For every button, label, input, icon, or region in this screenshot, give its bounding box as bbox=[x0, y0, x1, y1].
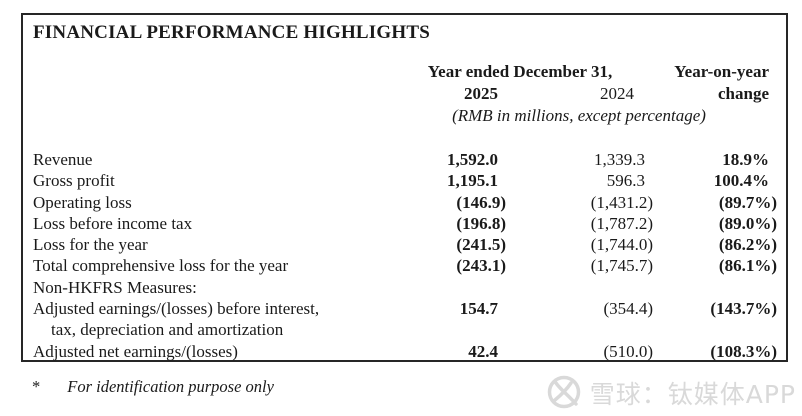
value-2024 bbox=[506, 319, 653, 340]
value-2024: (1,744.0) bbox=[590, 235, 654, 255]
value-change: (86.1%) bbox=[718, 256, 777, 276]
financial-table: Year ended December 31, Year-on-year 202… bbox=[33, 61, 777, 362]
watermark: 雪球：钛媒体APP bbox=[546, 374, 796, 411]
row-label: Total comprehensive loss for the year bbox=[33, 256, 289, 276]
table-row-loss-before-tax: Loss before income tax (196.8) (1,787.2)… bbox=[33, 213, 777, 234]
value-change: (89.0%) bbox=[718, 213, 777, 233]
row-label: Operating loss bbox=[33, 192, 132, 212]
table-row-revenue: Revenue 1,592.0 1,339.3 18.9% bbox=[33, 149, 777, 170]
value-change: (86.2%) bbox=[718, 235, 777, 255]
row-label: Loss for the year bbox=[33, 235, 148, 255]
header-row-unit: (RMB in millions, except percentage) bbox=[33, 105, 777, 127]
value-2024 bbox=[506, 277, 653, 298]
value-2025: 1,195.1 bbox=[447, 171, 498, 191]
financial-highlights-panel: FINANCIAL PERFORMANCE HIGHLIGHTS Year en… bbox=[21, 13, 788, 362]
yoy-header: Year-on-year bbox=[674, 62, 769, 81]
header-row-period: Year ended December 31, Year-on-year bbox=[33, 61, 777, 83]
value-2024: 1,339.3 bbox=[594, 150, 646, 169]
value-2024: (1,745.7) bbox=[590, 256, 654, 276]
row-label: Gross profit bbox=[33, 171, 115, 191]
value-2025: (241.5) bbox=[456, 235, 506, 255]
value-2024: (354.4) bbox=[603, 299, 654, 319]
period-group-header: Year ended December 31, bbox=[427, 62, 613, 81]
value-2025 bbox=[409, 319, 506, 340]
footnote-text: For identification purpose only bbox=[67, 377, 274, 396]
table-row-adjusted-ebitda-cont: tax, depreciation and amortization bbox=[33, 319, 777, 340]
row-label-continuation: tax, depreciation and amortization bbox=[51, 320, 284, 340]
value-2025 bbox=[409, 277, 506, 298]
value-2024: (1,431.2) bbox=[590, 192, 654, 212]
table-row-gross-profit: Gross profit 1,195.1 596.3 100.4% bbox=[33, 170, 777, 191]
value-2025: (196.8) bbox=[456, 213, 506, 233]
table-row-loss-for-year: Loss for the year (241.5) (1,744.0) (86.… bbox=[33, 234, 777, 255]
year-2025-header: 2025 bbox=[464, 84, 498, 103]
value-2025: 1,592.0 bbox=[447, 150, 498, 169]
value-change: 100.4% bbox=[713, 171, 769, 191]
table-row-adjusted-net-earnings: Adjusted net earnings/(losses) 42.4 (510… bbox=[33, 341, 777, 362]
header-row-years: 2025 2024 change bbox=[33, 83, 777, 105]
value-2024: 596.3 bbox=[606, 171, 646, 191]
watermark-brand-text: 雪球：钛媒体APP bbox=[589, 379, 796, 409]
row-label: Revenue bbox=[33, 150, 93, 169]
row-label: Loss before income tax bbox=[33, 213, 193, 233]
table-row-adjusted-ebitda: Adjusted earnings/(losses) before intere… bbox=[33, 298, 777, 319]
value-2025: (243.1) bbox=[456, 256, 506, 276]
value-change: (143.7%) bbox=[710, 299, 777, 319]
value-2025: 42.4 bbox=[468, 341, 498, 361]
table-row-operating-loss: Operating loss (146.9) (1,431.2) (89.7%) bbox=[33, 192, 777, 213]
table-row-total-comprehensive-loss: Total comprehensive loss for the year (2… bbox=[33, 255, 777, 276]
table-row-non-hkfrs-heading: Non-HKFRS Measures: bbox=[33, 277, 777, 298]
unit-note: (RMB in millions, except percentage) bbox=[452, 106, 706, 125]
value-change bbox=[653, 319, 777, 340]
xueqiu-logo-icon bbox=[547, 375, 580, 409]
footnote: * For identification purpose only bbox=[32, 377, 274, 397]
row-label: Adjusted earnings/(losses) before intere… bbox=[33, 299, 320, 319]
year-2024-header: 2024 bbox=[600, 84, 635, 103]
footnote-asterisk: * bbox=[32, 377, 41, 396]
value-change: 18.9% bbox=[722, 150, 769, 169]
row-label: Adjusted net earnings/(losses) bbox=[33, 341, 238, 361]
value-change bbox=[653, 277, 777, 298]
spacer-row bbox=[33, 127, 777, 149]
value-change: (108.3%) bbox=[710, 341, 777, 361]
value-2024: (1,787.2) bbox=[590, 213, 654, 233]
value-2024: (510.0) bbox=[603, 341, 654, 361]
panel-title: FINANCIAL PERFORMANCE HIGHLIGHTS bbox=[33, 22, 430, 43]
value-2025: (146.9) bbox=[456, 192, 506, 212]
row-label: Non-HKFRS Measures: bbox=[33, 277, 197, 297]
yoy-change-header: change bbox=[718, 84, 769, 103]
value-2025: 154.7 bbox=[459, 299, 498, 319]
value-change: (89.7%) bbox=[718, 192, 777, 212]
